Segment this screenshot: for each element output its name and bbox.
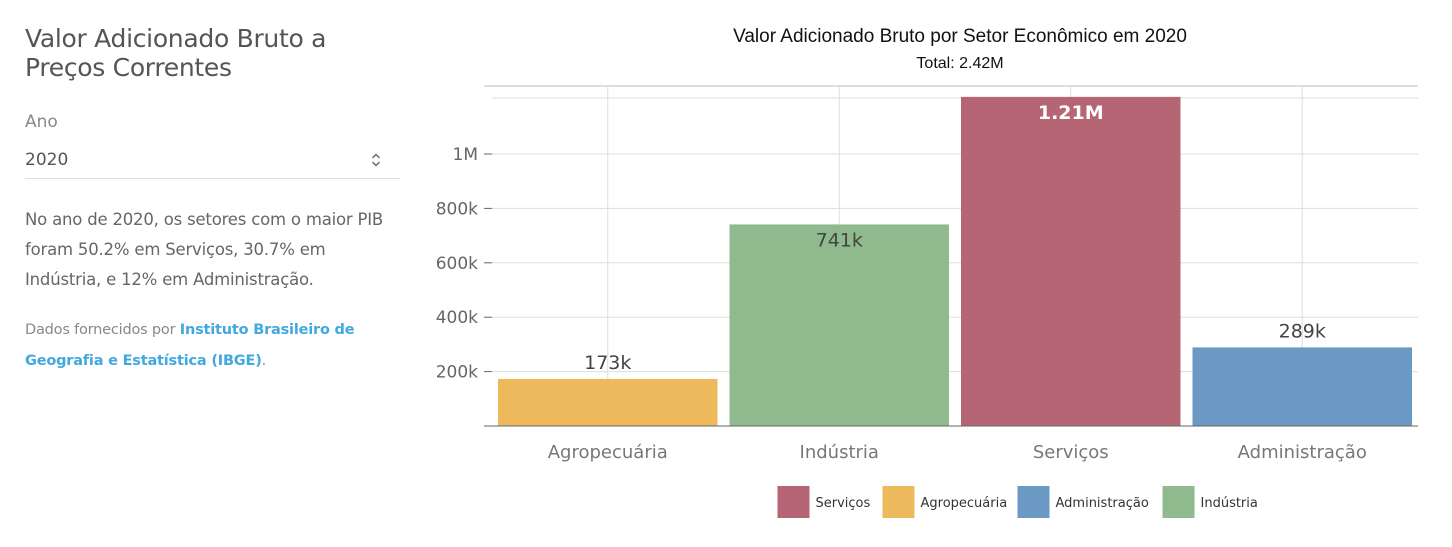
bars: 173k 741k 1.21M 289k [498,96,1413,426]
x-tick-label: Agropecuária [548,442,668,463]
data-label: 173k [584,352,631,374]
legend-swatch [777,486,810,518]
year-value: 2020 [25,150,69,170]
year-select[interactable]: 2020 [25,142,400,179]
source-note: Dados fornecidos por Instituto Brasileir… [25,315,400,377]
y-tick-label: 1M [453,145,478,165]
legend-label: Agropecuária [921,496,1008,511]
sidebar: Valor Adicionado Bruto a Preços Corrente… [25,24,400,377]
chart-subtitle: Total: 2.42M [916,55,1003,72]
chart-title: Valor Adicionado Bruto por Setor Econômi… [733,26,1187,47]
bar-2[interactable] [961,96,1181,426]
legend-item[interactable]: Administração [1017,486,1149,518]
legend-swatch [882,486,915,518]
legend-item[interactable]: Agropecuária [882,486,1008,518]
x-tick-label: Serviços [1033,442,1109,463]
y-tick-label: 400k [436,308,478,328]
legend-swatch [1017,486,1050,518]
legend-swatch [1162,486,1195,518]
bar-3[interactable] [1192,347,1413,426]
y-tick-label: 600k [436,254,478,274]
legend: Serviços Agropecuária Administração Indústr… [777,486,1258,518]
legend-item[interactable]: Indústria [1162,486,1258,518]
x-tick-label: Administração [1238,442,1367,463]
data-label: 741k [816,229,863,251]
bar-1[interactable] [729,224,950,426]
axes: 200k 400k 600k 800k 1M Agropecuária Indústria S… [436,145,1418,463]
legend-label: Indústria [1201,496,1258,511]
source-suffix: . [261,353,267,369]
legend-label: Serviços [816,496,871,511]
legend-item[interactable]: Serviços [777,486,871,518]
summary-text: No ano de 2020, os setores com o maior P… [25,210,384,289]
x-tick-label: Indústria [800,442,879,463]
chevron-up-down-icon [372,153,380,167]
data-label: 1.21M [1038,102,1104,124]
page-title: Valor Adicionado Bruto a Preços Corrente… [25,24,327,82]
bar-chart: Valor Adicionado Bruto por Setor Econômi… [436,26,1418,518]
y-tick-label: 200k [436,363,478,383]
source-prefix: Dados fornecidos por [25,322,180,338]
data-label: 289k [1279,320,1326,342]
bar-0[interactable] [498,378,718,426]
source-link[interactable]: Instituto Brasileiro de Geografia e Esta… [25,322,355,369]
y-tick-label: 800k [436,199,478,219]
year-label: Ano [25,112,58,132]
legend-label: Administração [1056,496,1149,511]
